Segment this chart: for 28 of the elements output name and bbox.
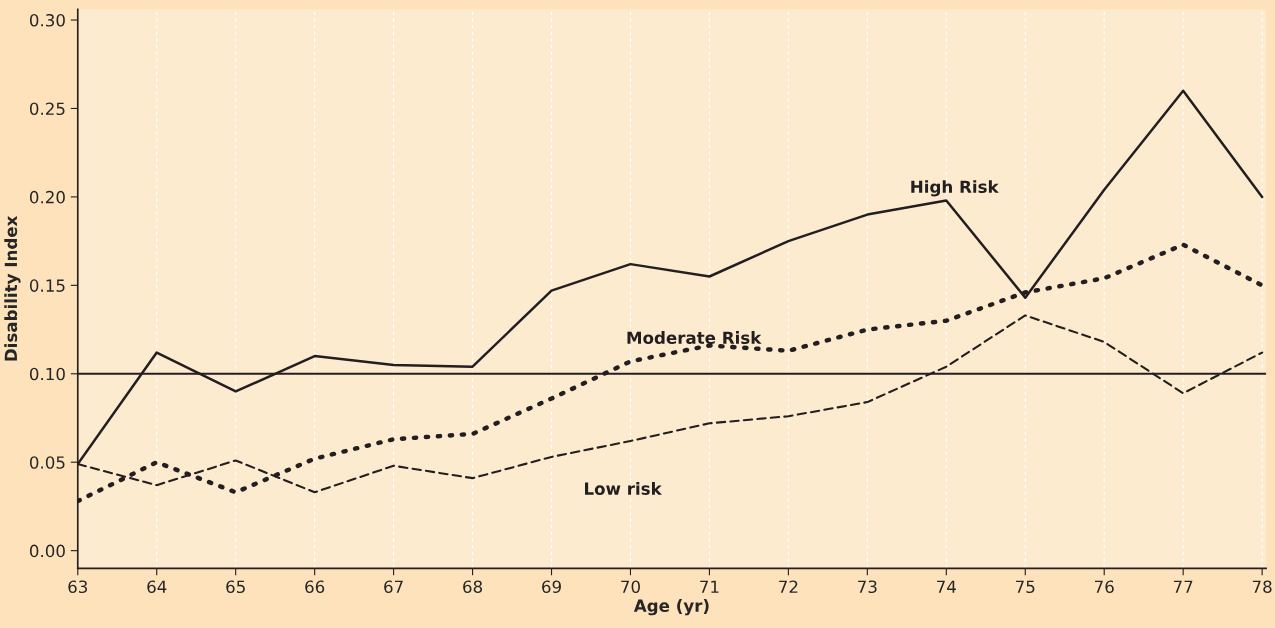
x-tick-label: 68: [463, 580, 483, 594]
x-tick-label: 71: [700, 580, 719, 593]
x-tick-label: 77: [1173, 580, 1193, 593]
x-tick-label: 76: [1094, 580, 1114, 594]
x-tick-label: 64: [147, 580, 167, 594]
x-tick-label: 63: [68, 580, 88, 594]
x-tick-label: 66: [305, 580, 325, 594]
series-label: High Risk: [911, 180, 999, 197]
x-tick-label: 67: [384, 580, 403, 594]
series-label: Low risk: [585, 482, 662, 495]
x-tick-label: 65: [226, 580, 245, 594]
x-tick-label: 73: [858, 580, 877, 594]
y-tick-label: 0.20: [29, 190, 65, 204]
y-tick-label: 0.30: [29, 13, 65, 27]
x-tick-label: 75: [1016, 580, 1035, 594]
x-tick-label: 78: [1252, 580, 1272, 594]
y-axis-title: Disability Index: [4, 215, 21, 361]
x-tick-label: 69: [542, 580, 561, 594]
y-tick-label: 0.00: [29, 544, 65, 558]
x-tick-label: 70: [621, 580, 640, 594]
x-axis-title: Age (yr): [633, 599, 709, 616]
y-tick-label: 0.15: [29, 279, 65, 292]
y-tick-label: 0.05: [29, 456, 65, 469]
series-label: Moderate Risk: [627, 331, 762, 345]
x-tick-label: 72: [779, 580, 798, 593]
y-tick-label: 0.10: [29, 367, 65, 381]
x-tick-label: 74: [937, 580, 956, 593]
y-tick-label: 0.25: [29, 102, 65, 116]
